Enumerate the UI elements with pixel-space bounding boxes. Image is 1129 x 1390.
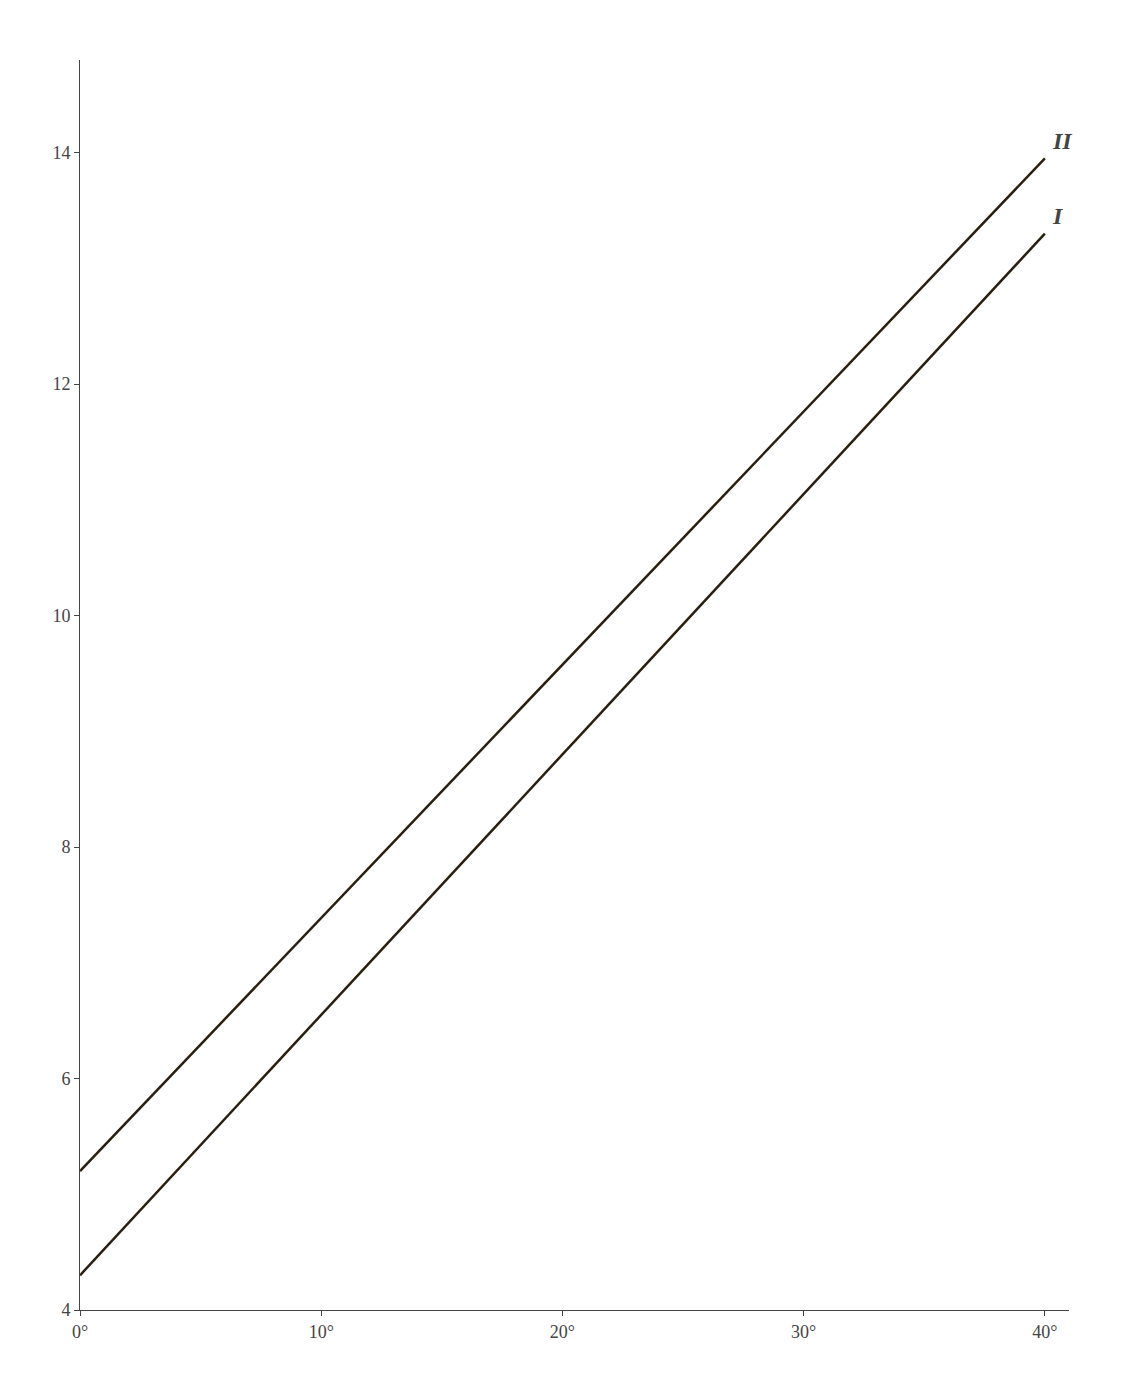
svg-text:10: 10 (52, 606, 70, 626)
svg-text:40°: 40° (1032, 1322, 1057, 1342)
svg-text:20°: 20° (550, 1322, 575, 1342)
svg-text:30°: 30° (791, 1322, 816, 1342)
svg-text:10°: 10° (309, 1322, 334, 1342)
svg-text:0°: 0° (72, 1322, 88, 1342)
svg-text:4: 4 (61, 1300, 70, 1320)
svg-text:8: 8 (61, 837, 70, 857)
svg-text:6: 6 (61, 1069, 70, 1089)
svg-text:12: 12 (52, 374, 70, 394)
svg-text:I: I (1052, 203, 1064, 229)
svg-text:II: II (1052, 128, 1073, 154)
svg-text:14: 14 (52, 143, 70, 163)
